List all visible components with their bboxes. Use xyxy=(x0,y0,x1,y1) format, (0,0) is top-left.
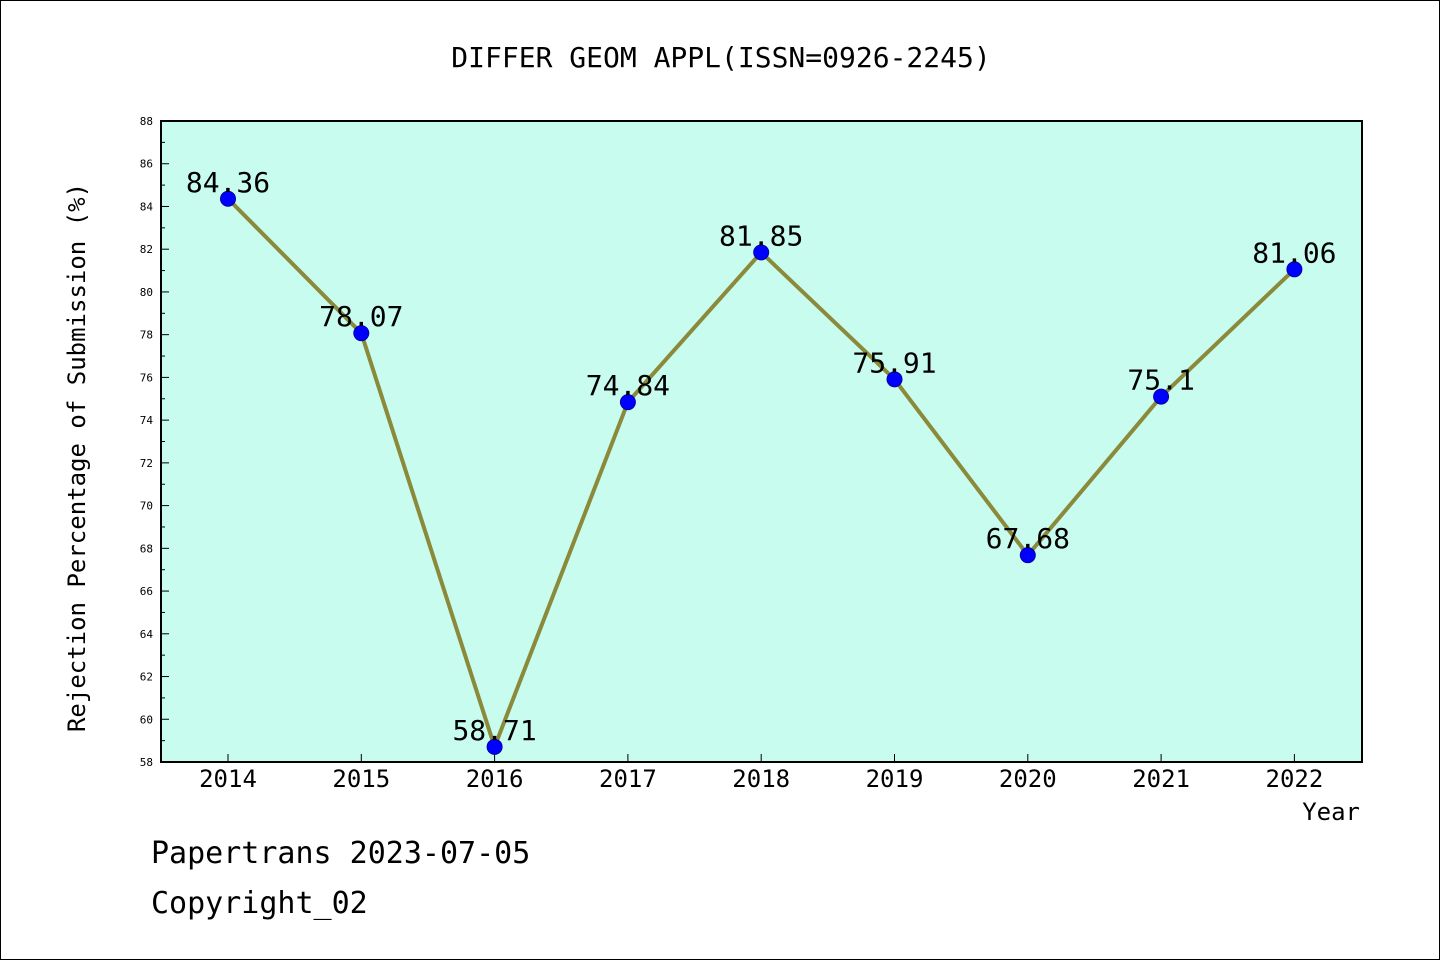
data-point xyxy=(353,325,370,342)
y-tick-label: 78 xyxy=(140,329,153,342)
y-tick-label: 82 xyxy=(140,243,153,256)
data-label: 81.06 xyxy=(1252,236,1336,269)
data-label: 58.71 xyxy=(452,714,536,747)
data-point xyxy=(220,190,236,207)
y-tick-label: 64 xyxy=(140,628,154,641)
y-tick-label: 76 xyxy=(140,371,153,384)
x-tick-label: 2019 xyxy=(866,765,924,793)
data-point xyxy=(1019,547,1036,564)
x-tick-label: 2016 xyxy=(466,765,524,793)
data-label: 84.36 xyxy=(186,166,270,199)
x-tick-label: 2021 xyxy=(1132,765,1190,793)
y-tick-label: 70 xyxy=(140,500,153,513)
data-point xyxy=(886,371,903,388)
data-point xyxy=(1286,261,1303,278)
y-tick-label: 58 xyxy=(140,756,153,769)
chart-title: DIFFER GEOM APPL(ISSN=0926-2245) xyxy=(451,41,990,74)
y-axis-label: Rejection Percentage of Submission (%) xyxy=(63,183,91,732)
data-point xyxy=(486,738,503,755)
y-tick-label: 66 xyxy=(140,585,153,598)
plot-area xyxy=(161,121,1362,762)
plot-frame xyxy=(160,120,1363,763)
x-tick-label: 2017 xyxy=(599,765,657,793)
data-point xyxy=(619,394,636,411)
x-tick-label: 2018 xyxy=(732,765,790,793)
y-tick-label: 68 xyxy=(140,542,153,555)
y-tick-label: 88 xyxy=(140,115,153,128)
y-tick-label: 86 xyxy=(140,158,153,171)
footer-copyright: Copyright_02 xyxy=(151,886,368,921)
x-tick-label: 2015 xyxy=(332,765,390,793)
y-tick-label: 84 xyxy=(140,200,154,213)
footer-date: Papertrans 2023-07-05 xyxy=(151,836,531,871)
data-label: 74.84 xyxy=(586,369,670,402)
x-tick-label: 2022 xyxy=(1266,765,1324,793)
y-tick-label: 80 xyxy=(140,286,153,299)
data-label: 81.85 xyxy=(719,219,803,252)
y-tick-label: 62 xyxy=(140,671,153,684)
x-axis-label: Year xyxy=(1302,798,1360,826)
y-tick-label: 72 xyxy=(140,457,153,470)
data-label: 67.68 xyxy=(986,522,1070,555)
x-tick-label: 2020 xyxy=(999,765,1057,793)
data-point xyxy=(1153,388,1170,405)
data-label: 75.1 xyxy=(1127,364,1194,397)
y-tick-label: 60 xyxy=(140,713,153,726)
y-tick-label: 74 xyxy=(140,414,154,427)
x-tick-label: 2014 xyxy=(199,765,257,793)
data-point xyxy=(753,244,770,261)
data-label: 75.91 xyxy=(852,346,936,379)
data-label: 78.07 xyxy=(319,300,403,333)
